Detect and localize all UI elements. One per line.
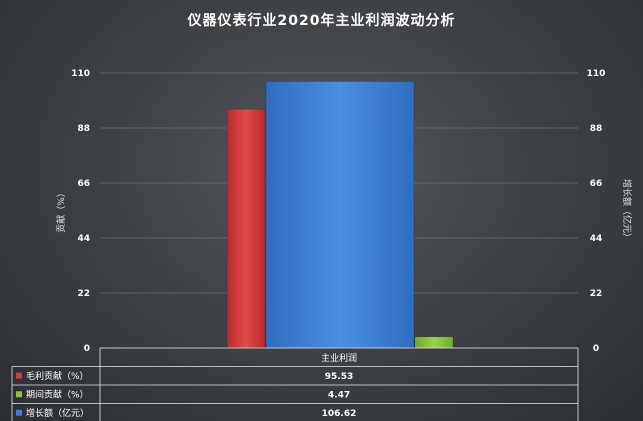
y2-tick-label-88: 88 bbox=[590, 124, 603, 134]
y-tick-label-44: 44 bbox=[77, 234, 90, 244]
legend-swatch-1 bbox=[16, 391, 22, 398]
y2-tick-label-110: 110 bbox=[587, 69, 606, 79]
legend-swatch-2 bbox=[16, 409, 22, 416]
legend-label-0: 毛利贡献（%） bbox=[26, 370, 89, 382]
table-value-0: 95.53 bbox=[325, 372, 353, 382]
y-tick-label-88: 88 bbox=[77, 124, 90, 134]
y-tick-label-0: 0 bbox=[84, 344, 90, 354]
y2-axis-title: 增长额（亿元） bbox=[621, 179, 633, 242]
y-axis-title: 贡献（%） bbox=[55, 188, 67, 233]
y2-tick-label-0: 0 bbox=[593, 344, 599, 354]
y2-tick-label-22: 22 bbox=[590, 289, 603, 299]
y2-tick-label-44: 44 bbox=[590, 234, 603, 244]
table-value-2: 106.62 bbox=[322, 409, 357, 419]
bar-2-主业利润 bbox=[265, 81, 415, 349]
bar-1-主业利润 bbox=[414, 336, 454, 349]
bar-0-主业利润 bbox=[226, 108, 266, 349]
y-tick-label-66: 66 bbox=[77, 179, 90, 189]
y-tick-label-110: 110 bbox=[71, 69, 90, 79]
legend-swatch-0 bbox=[16, 372, 22, 379]
table-value-1: 4.47 bbox=[328, 390, 350, 400]
legend-label-2: 增长额（亿元） bbox=[26, 407, 89, 419]
y2-tick-label-66: 66 bbox=[590, 179, 603, 189]
chart-title: 仪器仪表行业2020年主业利润波动分析 bbox=[187, 13, 456, 29]
y-tick-label-22: 22 bbox=[77, 289, 90, 299]
table-category-header: 主业利润 bbox=[321, 352, 357, 364]
legend-label-1: 期间贡献（%） bbox=[26, 388, 89, 400]
